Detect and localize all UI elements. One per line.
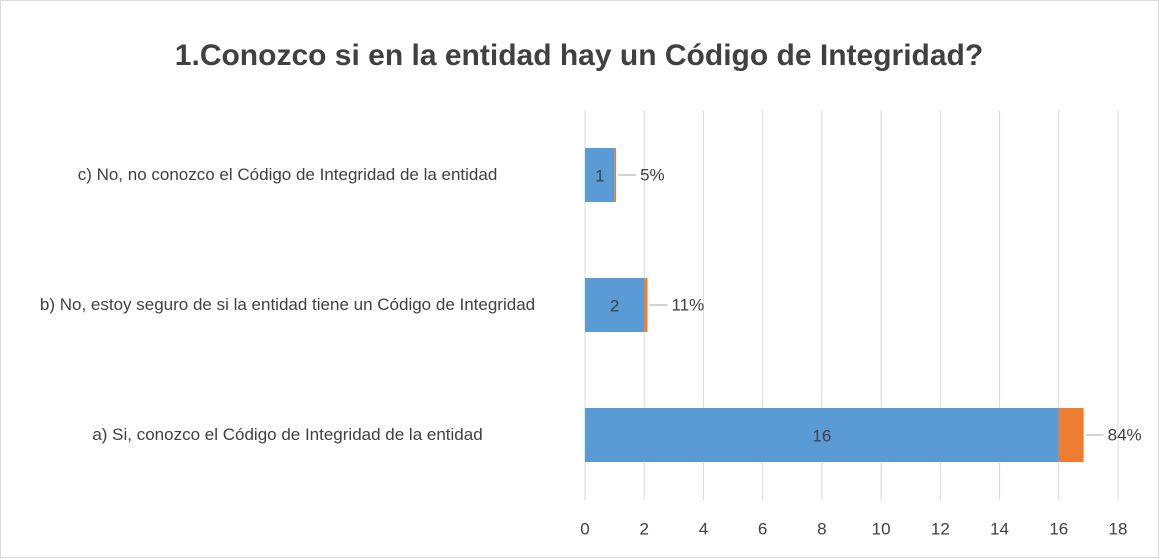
category-label: c) No, no conozco el Código de Integrida… bbox=[77, 165, 498, 184]
bar-segment bbox=[585, 148, 615, 202]
data-label: 84% bbox=[1108, 425, 1142, 444]
category-label: b) No, estoy seguro de si la entidad tie… bbox=[39, 295, 536, 314]
category-label: a) Si, conozco el Código de Integridad d… bbox=[92, 425, 483, 444]
x-tick-label: 8 bbox=[817, 519, 826, 538]
data-label: 5% bbox=[640, 165, 665, 184]
data-label: 1 bbox=[595, 166, 604, 185]
x-tick-label: 16 bbox=[1049, 519, 1068, 538]
bar-segment bbox=[585, 408, 1059, 462]
x-tick-label: 0 bbox=[580, 519, 589, 538]
x-tick-label: 18 bbox=[1109, 519, 1128, 538]
data-label: 11% bbox=[671, 295, 704, 314]
bar-segment bbox=[1058, 408, 1084, 462]
x-tick-label: 12 bbox=[931, 519, 950, 538]
chart-title: 1.Conozco si en la entidad hay un Código… bbox=[175, 39, 983, 72]
x-tick-label: 2 bbox=[639, 519, 648, 538]
x-tick-label: 14 bbox=[990, 519, 1009, 538]
x-tick-label: 4 bbox=[699, 519, 708, 538]
bar-segment bbox=[585, 278, 645, 332]
x-tick-label: 10 bbox=[872, 519, 891, 538]
bar-segment bbox=[614, 148, 617, 202]
data-label: 16 bbox=[812, 426, 831, 445]
x-tick-label: 6 bbox=[758, 519, 767, 538]
bar-segment bbox=[644, 278, 648, 332]
data-label: 2 bbox=[610, 296, 619, 315]
